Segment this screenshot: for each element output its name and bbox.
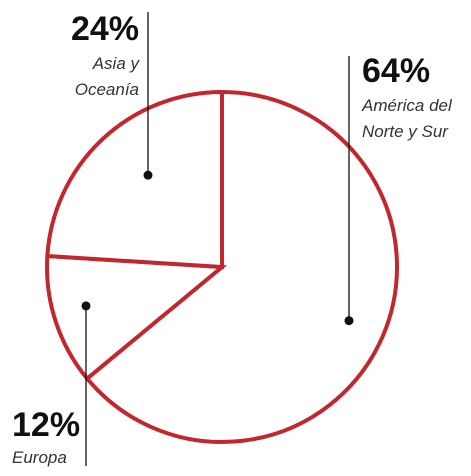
label-name-asia-line2: Oceanía [75, 80, 139, 99]
label-name-americas-line1: América del [361, 96, 453, 115]
marker-dot-americas [344, 316, 354, 326]
label-value-americas: 64% [362, 52, 430, 90]
slice-americas [84, 89, 399, 444]
label-name-asia-line1: Asia y [92, 54, 141, 73]
pie-slices [45, 89, 399, 444]
leader-lines [81, 12, 354, 466]
label-name-americas-line2: Norte y Sur [362, 122, 449, 141]
slice-europa [45, 253, 228, 382]
slice-asia [45, 89, 224, 270]
label-value-europa: 12% [12, 406, 80, 444]
label-name-europa: Europa [12, 448, 67, 467]
marker-dot-asia [143, 170, 153, 180]
label-value-asia: 24% [71, 10, 139, 48]
marker-dot-europa [81, 301, 91, 311]
